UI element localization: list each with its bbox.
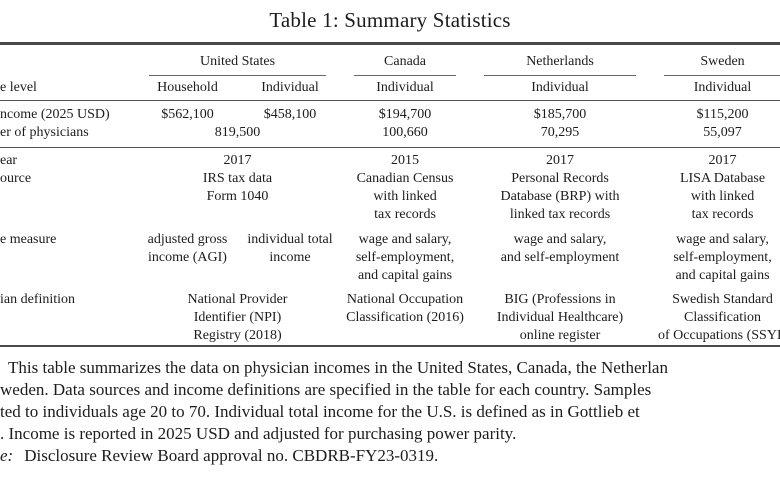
subcol-us-individual: Individual (240, 76, 341, 101)
country-label: Sweden (664, 53, 780, 76)
cell-income-sweden: $115,200 (696, 107, 749, 122)
row-label-header: e level (0, 76, 135, 101)
cell-income-netherlands: $185,700 (533, 107, 587, 122)
cell-measure-canada: wage and salary, self-employment, and ca… (355, 232, 455, 283)
note-line: This table summarizes the data on physic… (8, 358, 668, 377)
country-header-row: United States Canada Netherlands Sweden (0, 44, 780, 77)
cell-measure-us-individual: individual total income (247, 232, 333, 265)
row-label: ian definition (0, 292, 76, 307)
cell-income-us-individual: $458,100 (263, 107, 317, 122)
cell-year-netherlands: 2017 (546, 153, 575, 168)
row-label: er of physicians (0, 124, 135, 148)
cell-year-sweden: 2017 (708, 153, 737, 168)
table-row-year: ear 2017 2015 2017 2017 (0, 148, 780, 171)
cell-measure-sweden: wage and salary, self-employment, and ca… (673, 232, 772, 283)
subcol-us-household: Household (135, 76, 240, 101)
table-notes: This table summarizes the data on physic… (0, 357, 780, 467)
cell-year-canada: 2015 (391, 153, 420, 168)
row-label: ource (0, 171, 32, 186)
note-line: weden. Data sources and income definitio… (0, 380, 652, 399)
row-label: ncome (2025 USD) (0, 107, 110, 122)
cell-year-us: 2017 (223, 153, 252, 168)
source-text: Disclosure Review Board approval no. CBD… (24, 446, 439, 465)
cell-definition-sweden: Swedish Standard Classification of Occup… (657, 292, 780, 343)
subcol-sweden-individual: Individual (650, 76, 780, 101)
cell-physicians-us: 819,500 (135, 124, 341, 148)
country-label: Canada (354, 53, 457, 76)
country-label: Netherlands (484, 53, 637, 76)
cell-source-canada: Canadian Census with linked tax records (356, 171, 454, 222)
cell-source-netherlands: Personal Records Database (BRP) with lin… (500, 171, 620, 222)
cell-physicians-sweden: 55,097 (650, 124, 780, 148)
subcolumn-header-row: e level Household Individual Individual … (0, 76, 780, 101)
cell-definition-canada: National Occupation Classification (2016… (346, 292, 464, 325)
summary-statistics-table: United States Canada Netherlands Sweden … (0, 42, 780, 347)
cell-source-us: IRS tax data Form 1040 (202, 171, 273, 204)
cell-physicians-canada: 100,660 (340, 124, 471, 148)
cell-physicians-netherlands: 70,295 (470, 124, 651, 148)
cell-measure-netherlands: wage and salary, and self-employment (500, 232, 620, 265)
country-header-united-states: United States (135, 44, 340, 76)
cell-definition-us: National Provider Identifier (NPI) Regis… (187, 292, 288, 343)
note-line-source: e: Disclosure Review Board approval no. C… (0, 445, 780, 467)
cell-definition-netherlands: BIG (Professions in Individual Healthcar… (496, 292, 624, 343)
cell-measure-us-household: adjusted gross income (AGI) (147, 232, 228, 265)
country-header-sweden: Sweden (650, 44, 780, 76)
table-row-income-measure: e measure adjusted gross income (AGI) in… (0, 224, 780, 285)
note-line: ted to individuals age 20 to 70. Individ… (0, 402, 640, 421)
country-header-netherlands: Netherlands (470, 44, 650, 76)
country-label: United States (149, 53, 327, 76)
row-label: e measure (0, 232, 57, 247)
cell-income-canada: $194,700 (378, 107, 432, 122)
table-row-source: ource IRS tax data Form 1040 Canadian Ce… (0, 170, 780, 224)
table-row-physician-definition: ian definition National Provider Identif… (0, 285, 780, 346)
note-line: . Income is reported in 2025 USD and adj… (0, 424, 517, 443)
table-title: Table 1: Summary Statistics (269, 8, 511, 32)
table-row-income: ncome (2025 USD) $562,100 $458,100 $194,… (0, 101, 780, 125)
header-spacer (0, 44, 135, 77)
row-label: ear (0, 153, 18, 168)
country-header-canada: Canada (340, 44, 470, 76)
cell-source-sweden: LISA Database with linked tax records (679, 171, 766, 222)
subcol-netherlands-individual: Individual (470, 76, 651, 101)
cell-income-us-household: $562,100 (161, 107, 214, 122)
subcol-canada-individual: Individual (340, 76, 471, 101)
source-label-fragment: e: (0, 446, 14, 465)
table-row-physicians: er of physicians 819,500 100,660 70,295 … (0, 124, 780, 148)
